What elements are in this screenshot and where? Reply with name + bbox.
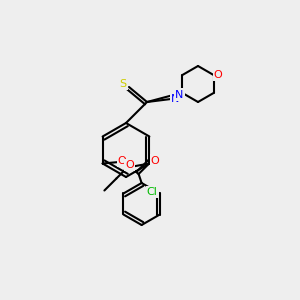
Text: N: N [171, 94, 180, 104]
Text: O: O [214, 70, 223, 80]
Text: N: N [175, 89, 184, 100]
Text: S: S [119, 79, 127, 89]
Text: O: O [151, 155, 160, 166]
Text: O: O [118, 155, 127, 166]
Text: O: O [125, 160, 134, 170]
Text: Cl: Cl [147, 187, 158, 197]
